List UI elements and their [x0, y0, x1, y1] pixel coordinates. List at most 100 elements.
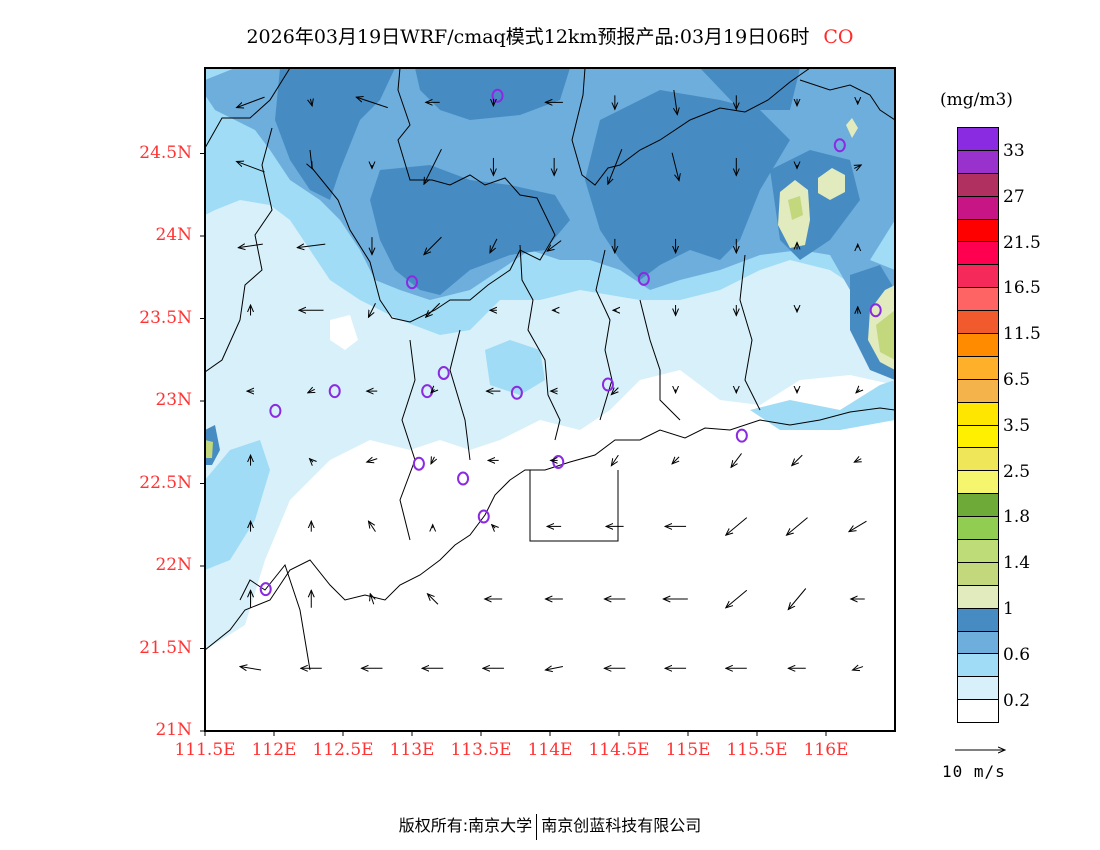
lon-label: 112E	[251, 740, 297, 760]
wind-arrow	[611, 387, 619, 395]
colorbar	[957, 127, 999, 724]
wind-arrow	[792, 454, 803, 466]
wind-arrow	[426, 302, 441, 317]
station-marker	[833, 138, 846, 153]
station-marker	[637, 271, 650, 286]
wind-arrow	[237, 161, 265, 173]
colorbar-label: 1.8	[1003, 507, 1031, 528]
colorbar-label: 6.5	[1003, 369, 1031, 390]
boundaries	[205, 68, 895, 671]
wind-arrow	[424, 236, 442, 255]
colorbar-swatch	[958, 402, 998, 426]
wind-arrow	[726, 517, 748, 536]
colorbar-swatch	[958, 128, 998, 151]
colorbar-swatch	[958, 654, 998, 678]
wind-arrow	[611, 454, 619, 466]
lon-label: 116E	[803, 740, 849, 760]
wind-arrow	[308, 389, 315, 393]
figure-title: 2026年03月19日WRF/cmaq模式12km预报产品:03月19日06时 C…	[0, 22, 1100, 49]
colorbar-swatch	[958, 494, 998, 518]
colorbar-swatch	[958, 265, 998, 289]
wind-arrow	[424, 148, 442, 184]
wind-arrow	[854, 459, 861, 463]
contour-fill	[205, 68, 895, 731]
wind-arrow	[608, 149, 623, 184]
wind-arrow	[854, 165, 861, 169]
colorbar-swatch	[958, 173, 998, 197]
station-marker	[510, 385, 523, 400]
colorbar-swatch	[958, 311, 998, 335]
province-border	[639, 299, 681, 421]
wind-arrow	[368, 303, 376, 317]
colorbar-swatch	[958, 517, 998, 541]
monitoring-stations	[259, 88, 882, 597]
wind-arrow	[674, 90, 678, 115]
title-text: 2026年03月19日WRF/cmaq模式12km预报产品:03月19日06时	[246, 26, 810, 48]
colorbar-swatch	[958, 448, 998, 472]
colorbar-swatch	[958, 288, 998, 312]
wind-arrow	[856, 389, 860, 393]
wind-arrow	[356, 97, 388, 109]
colorbar-label: 33	[1003, 140, 1025, 161]
wind-arrow	[852, 667, 864, 671]
province-border	[399, 339, 416, 541]
district-border	[239, 563, 311, 671]
colorbar-swatch	[958, 242, 998, 266]
province-border	[595, 249, 613, 421]
colorbar-label: 1	[1003, 598, 1014, 619]
lat-label: 24N	[155, 225, 192, 245]
level-0-2	[205, 370, 895, 731]
province-border	[309, 68, 556, 323]
wind-arrow	[431, 389, 435, 393]
colorbar-label: 21.5	[1003, 232, 1041, 253]
colorbar-label: 0.2	[1003, 690, 1031, 711]
lon-label: 114.5E	[588, 740, 650, 760]
colorbar-swatch	[958, 677, 998, 701]
colorbar-swatch	[958, 150, 998, 174]
colorbar-label: 27	[1003, 186, 1025, 207]
colorbar-label: 0.6	[1003, 644, 1031, 665]
station-marker	[269, 403, 282, 418]
wind-arrow	[849, 520, 867, 532]
wind-arrow	[726, 589, 748, 608]
level-dark	[275, 68, 395, 200]
axis-ticks	[200, 153, 827, 736]
colorbar-label: 1.4	[1003, 553, 1031, 574]
footer-divider	[536, 813, 538, 840]
lon-label: 111.5E	[174, 740, 236, 760]
colorbar-swatch	[958, 700, 998, 723]
colorbar-swatch	[958, 608, 998, 632]
colorbar-swatch	[958, 356, 998, 380]
legend-units: (mg/m3)	[940, 90, 1013, 110]
province-border	[799, 79, 895, 121]
station-marker	[735, 428, 748, 443]
coastline	[205, 407, 895, 651]
wind-arrow	[671, 152, 679, 181]
wind-arrow	[672, 456, 680, 464]
lat-label: 23N	[155, 390, 192, 410]
wind-arrow	[370, 594, 374, 605]
wind-arrow	[431, 457, 435, 464]
wind-arrow	[492, 525, 496, 529]
wind-arrow	[238, 244, 263, 248]
wind-arrow	[297, 244, 326, 248]
station-marker	[457, 471, 470, 486]
copyright-right: 南京创蓝科技有限公司	[541, 816, 702, 835]
province-border	[519, 244, 561, 441]
lon-label: 114E	[527, 740, 573, 760]
colorbar-swatch	[958, 562, 998, 586]
wind-arrow	[368, 521, 376, 532]
station-marker	[437, 365, 450, 380]
wind-arrow	[310, 459, 314, 463]
wind-arrow	[545, 667, 563, 671]
province-border	[205, 127, 273, 373]
wind-reference-label: 10 m/s	[942, 762, 1006, 781]
lat-label: 24.5N	[139, 142, 192, 163]
wind-arrow	[237, 96, 265, 108]
colorbar-swatch	[958, 425, 998, 449]
wind-arrow	[547, 240, 562, 252]
province-border	[571, 68, 811, 186]
lon-label: 115E	[665, 740, 711, 760]
wind-vectors	[237, 90, 867, 670]
